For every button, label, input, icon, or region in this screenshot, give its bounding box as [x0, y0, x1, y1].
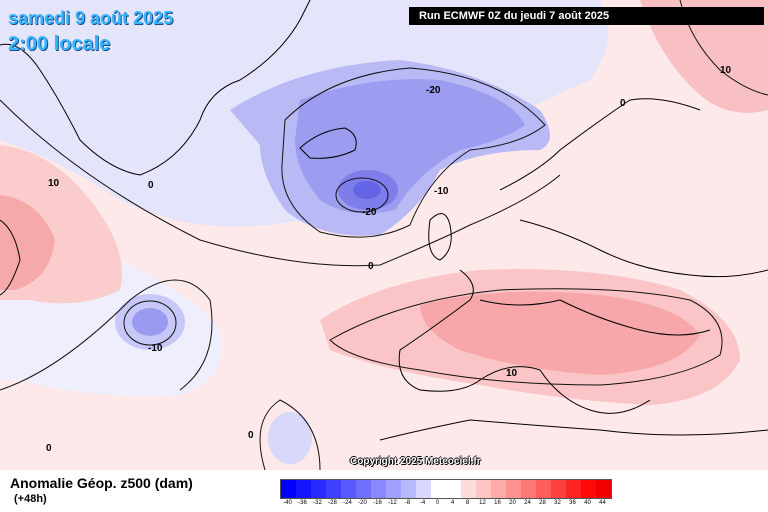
legend-tick-label: 12 — [479, 500, 486, 506]
legend-tick-label: -28 — [328, 500, 337, 506]
forecast-date: samedi 9 août 2025 — [8, 8, 174, 28]
legend-swatch — [596, 480, 611, 498]
legend-swatch — [401, 480, 416, 498]
legend-tick-label: -36 — [298, 500, 307, 506]
lead-time: (+48h) — [14, 493, 47, 505]
anomaly-map: -20 -20 -10 -10 0 0 0 0 0 10 10 10 — [0, 0, 768, 470]
legend-swatch — [371, 480, 386, 498]
contour-label: 10 — [48, 178, 60, 189]
legend-tick-label: -4 — [419, 500, 426, 506]
legend-swatch — [476, 480, 491, 498]
legend-colorbar — [280, 479, 612, 499]
legend-swatch — [446, 480, 461, 498]
legend-tick-label: 44 — [599, 500, 606, 506]
legend-tick-label: 16 — [494, 500, 501, 506]
legend-swatch — [461, 480, 476, 498]
low-atlantic-core — [132, 308, 168, 336]
low-iceland-center — [353, 181, 381, 199]
legend-tick-label: -16 — [373, 500, 382, 506]
contour-label: 10 — [720, 65, 732, 76]
contour-minus-20 — [335, 177, 389, 213]
contour-label: 0 — [46, 443, 52, 454]
high-europe-core — [420, 291, 700, 375]
legend-swatch — [311, 480, 326, 498]
contour-minus-10 — [281, 67, 546, 238]
legend-swatch — [581, 480, 596, 498]
legend-tick-label: 32 — [554, 500, 561, 506]
legend-tick-label: -20 — [358, 500, 367, 506]
high-northeast — [640, 0, 768, 113]
legend-tick-label: -32 — [313, 500, 322, 506]
europe-coast — [398, 269, 651, 414]
iceland-coast — [299, 127, 357, 159]
contour-zero-north — [0, 99, 561, 267]
forecast-time: 2:00 locale — [8, 33, 111, 55]
legend-swatch — [416, 480, 431, 498]
legend-swatch — [356, 480, 371, 498]
contour-label: 10 — [506, 368, 518, 379]
country-border-central — [479, 299, 711, 336]
legend-swatch — [386, 480, 401, 498]
contour-label: 0 — [148, 180, 154, 191]
legend-tick-labels: -40 -36 -32 -28 -24 -20 -16 -12 -8 -4 0 4 8 12 16 20 24 2… — [280, 500, 612, 510]
contour-zero-south — [259, 399, 321, 470]
contour-label: 0 — [620, 98, 626, 109]
country-border-north — [519, 219, 768, 278]
contour-label: -20 — [362, 207, 377, 218]
legend-swatch — [566, 480, 581, 498]
legend-tick-label: 24 — [524, 500, 531, 506]
copyright-notice: Copyright 2025 Meteociel.fr — [350, 456, 481, 467]
legend-tick-label: -24 — [343, 500, 352, 506]
model-run-banner: Run ECMWF 0Z du jeudi 7 août 2025 — [409, 7, 764, 25]
greenland-coast — [0, 0, 311, 176]
legend-swatch — [521, 480, 536, 498]
legend-tick-label: 36 — [569, 500, 576, 506]
contour-label: -20 — [426, 85, 441, 96]
legend-tick-label: 8 — [465, 500, 470, 506]
low-south-atlantic — [268, 412, 312, 464]
legend-tick-label: 20 — [509, 500, 516, 506]
legend-tick-label: 0 — [435, 500, 440, 506]
parameter-title: Anomalie Géop. z500 (dam) — [10, 475, 193, 491]
legend-swatch — [341, 480, 356, 498]
legend-tick-label: -8 — [404, 500, 411, 506]
scandinavia-coast — [499, 98, 701, 191]
map-canvas — [0, 0, 768, 470]
legend-swatch — [491, 480, 506, 498]
contour-zero-west — [0, 279, 213, 391]
legend-tick-label: -12 — [388, 500, 397, 506]
contour-label: 0 — [368, 261, 374, 272]
legend-swatch — [296, 480, 311, 498]
high-west-core — [0, 195, 55, 290]
contour-label: 0 — [248, 430, 254, 441]
british-isles-coast — [428, 213, 452, 261]
legend-swatch — [281, 480, 296, 498]
contour-label: -10 — [434, 186, 449, 197]
legend-tick-label: 4 — [450, 500, 455, 506]
legend-tick-label: -40 — [283, 500, 292, 506]
coastlines — [0, 0, 768, 441]
contour-plus-10-europe — [329, 288, 723, 386]
legend-tick-label: 28 — [539, 500, 546, 506]
legend-swatch — [431, 480, 446, 498]
legend-swatch — [551, 480, 566, 498]
newfoundland-coast — [0, 219, 21, 296]
legend-swatch — [326, 480, 341, 498]
contour-label: -10 — [148, 343, 163, 354]
legend-tick-label: 40 — [584, 500, 591, 506]
contour-minus-10-atlantic — [123, 300, 177, 346]
legend-swatch — [506, 480, 521, 498]
legend-swatch — [536, 480, 551, 498]
africa-coast — [379, 419, 768, 441]
